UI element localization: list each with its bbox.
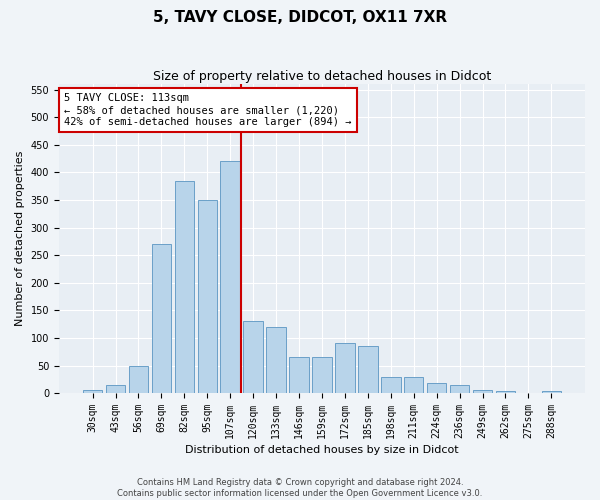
Bar <box>542 391 561 393</box>
Text: 5, TAVY CLOSE, DIDCOT, OX11 7XR: 5, TAVY CLOSE, DIDCOT, OX11 7XR <box>153 10 447 25</box>
Bar <box>427 383 446 393</box>
Bar <box>175 180 194 393</box>
Bar <box>289 357 309 393</box>
Bar <box>404 376 424 393</box>
Title: Size of property relative to detached houses in Didcot: Size of property relative to detached ho… <box>153 70 491 83</box>
Text: Contains HM Land Registry data © Crown copyright and database right 2024.
Contai: Contains HM Land Registry data © Crown c… <box>118 478 482 498</box>
Bar <box>496 391 515 393</box>
Bar <box>197 200 217 393</box>
Text: 5 TAVY CLOSE: 113sqm
← 58% of detached houses are smaller (1,220)
42% of semi-de: 5 TAVY CLOSE: 113sqm ← 58% of detached h… <box>64 94 352 126</box>
Bar <box>83 390 103 393</box>
Y-axis label: Number of detached properties: Number of detached properties <box>15 151 25 326</box>
Bar <box>473 390 492 393</box>
Bar <box>335 344 355 393</box>
Bar <box>220 162 240 393</box>
Bar <box>244 322 263 393</box>
Bar <box>152 244 171 393</box>
Bar <box>128 366 148 393</box>
Bar <box>358 346 377 393</box>
X-axis label: Distribution of detached houses by size in Didcot: Distribution of detached houses by size … <box>185 445 459 455</box>
Bar <box>266 327 286 393</box>
Bar <box>312 357 332 393</box>
Bar <box>381 376 401 393</box>
Bar <box>450 386 469 393</box>
Bar <box>106 385 125 393</box>
